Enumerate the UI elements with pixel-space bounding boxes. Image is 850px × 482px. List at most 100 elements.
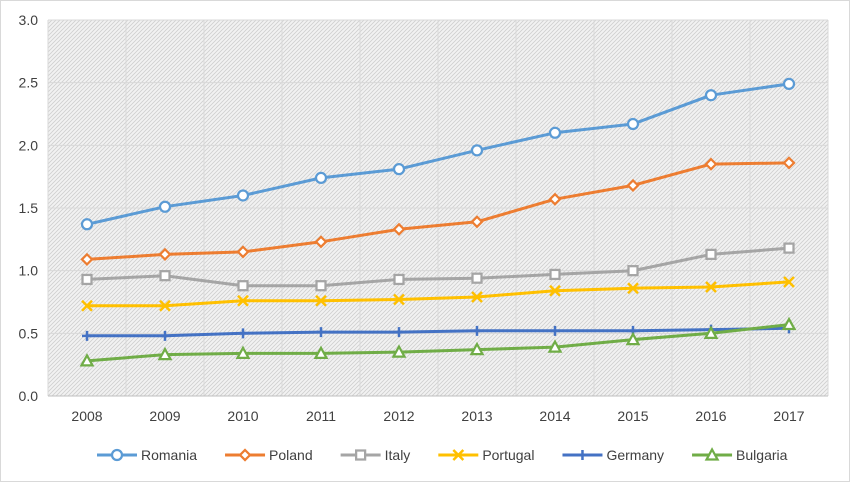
legend-marker xyxy=(577,450,588,460)
italy-point xyxy=(705,248,717,260)
germany-point xyxy=(160,330,170,341)
romania-point xyxy=(236,189,250,202)
legend-label: Germany xyxy=(606,447,664,463)
x-tick-label: 2016 xyxy=(695,408,726,424)
poland-line xyxy=(86,161,790,261)
romania-point xyxy=(392,163,406,176)
poland-point xyxy=(548,192,562,206)
portugal-point xyxy=(705,281,717,293)
romania-point xyxy=(704,89,718,102)
germany-line xyxy=(87,326,790,338)
italy-point xyxy=(81,273,93,286)
y-tick-label: 1.0 xyxy=(19,263,39,279)
bulgaria-line xyxy=(86,323,790,363)
legend-item-portugal: Portugal xyxy=(438,447,534,463)
germany-point xyxy=(238,328,248,339)
bulgaria-point xyxy=(703,325,719,339)
poland-point xyxy=(782,156,796,170)
bulgaria-point xyxy=(79,353,95,367)
x-tick-label: 2008 xyxy=(71,408,102,424)
italy-point xyxy=(783,242,795,254)
portugal-point xyxy=(81,299,93,312)
portugal-point xyxy=(315,294,327,307)
romania-point xyxy=(158,200,172,213)
bulgaria-point xyxy=(313,345,329,360)
x-tick-label: 2009 xyxy=(149,408,180,424)
series-bulgaria xyxy=(79,316,797,367)
legend-marker xyxy=(452,449,465,461)
bulgaria-point xyxy=(781,316,797,331)
germany-point xyxy=(394,327,404,338)
poland-point xyxy=(704,157,718,171)
x-tick-label: 2013 xyxy=(461,408,492,424)
x-axis: 2008 2009 2010 2011 2012 2013 2014 2015 2016 2017 xyxy=(71,408,804,424)
y-tick-label: 3.0 xyxy=(19,12,39,28)
legend-item-poland: Poland xyxy=(225,447,313,463)
bulgaria-point xyxy=(391,344,407,358)
romania-point xyxy=(314,171,328,185)
germany-point xyxy=(82,330,92,341)
series-portugal xyxy=(81,276,795,312)
poland-point xyxy=(158,247,172,261)
y-axis: 0.0 0.5 1.0 1.5 2.0 2.5 3.0 xyxy=(19,12,39,404)
x-tick-label: 2014 xyxy=(539,408,570,424)
legend-label: Bulgaria xyxy=(736,447,788,463)
germany-point xyxy=(316,327,326,338)
y-tick-label: 0.0 xyxy=(19,388,39,404)
bulgaria-point xyxy=(547,339,563,353)
italy-point xyxy=(237,280,249,292)
legend-item-germany: Germany xyxy=(562,447,664,463)
poland-point xyxy=(314,235,328,249)
portugal-point xyxy=(393,293,405,306)
poland-point xyxy=(626,178,640,193)
poland-point xyxy=(80,252,94,266)
romania-point xyxy=(626,117,640,131)
series-lines xyxy=(79,77,797,367)
italy-point xyxy=(627,265,639,277)
bulgaria-point xyxy=(157,346,173,361)
romania-line xyxy=(86,82,790,226)
germany-point xyxy=(550,325,560,336)
y-tick-label: 2.0 xyxy=(19,137,39,153)
poland-point xyxy=(236,245,250,259)
legend: Romania Poland Italy Portugal Germany Bulgari… xyxy=(97,447,788,463)
legend-label: Poland xyxy=(269,447,313,463)
italy-point xyxy=(315,280,327,292)
legend-label: Italy xyxy=(385,447,411,463)
legend-item-bulgaria: Bulgaria xyxy=(692,447,788,463)
italy-point xyxy=(471,272,483,284)
legend-marker xyxy=(238,448,252,462)
series-italy xyxy=(81,242,795,292)
romania-point xyxy=(548,126,562,139)
bulgaria-point xyxy=(469,341,485,356)
bulgaria-point xyxy=(625,331,641,346)
y-tick-label: 1.5 xyxy=(19,200,39,216)
italy-point xyxy=(549,268,561,281)
portugal-point xyxy=(237,294,249,307)
y-tick-label: 0.5 xyxy=(19,325,39,341)
legend-label: Romania xyxy=(141,447,197,463)
series-poland xyxy=(80,156,796,266)
poland-point xyxy=(470,215,484,229)
italy-point xyxy=(393,273,405,286)
portugal-point xyxy=(783,276,795,288)
portugal-point xyxy=(549,284,561,297)
germany-point xyxy=(472,325,482,336)
legend-item-romania: Romania xyxy=(97,447,197,463)
romania-point xyxy=(782,77,796,91)
gridlines xyxy=(47,19,829,397)
poland-point xyxy=(392,222,406,236)
bulgaria-point xyxy=(235,345,251,360)
legend-marker xyxy=(355,449,367,461)
portugal-point xyxy=(627,282,639,295)
x-tick-label: 2012 xyxy=(383,408,414,424)
legend-item-italy: Italy xyxy=(340,447,411,463)
portugal-line xyxy=(87,280,790,308)
series-romania xyxy=(80,77,796,231)
legend-marker xyxy=(110,448,124,462)
legend-label: Portugal xyxy=(482,447,534,463)
romania-point xyxy=(80,218,94,231)
romania-point xyxy=(470,144,484,157)
portugal-point xyxy=(471,291,483,303)
